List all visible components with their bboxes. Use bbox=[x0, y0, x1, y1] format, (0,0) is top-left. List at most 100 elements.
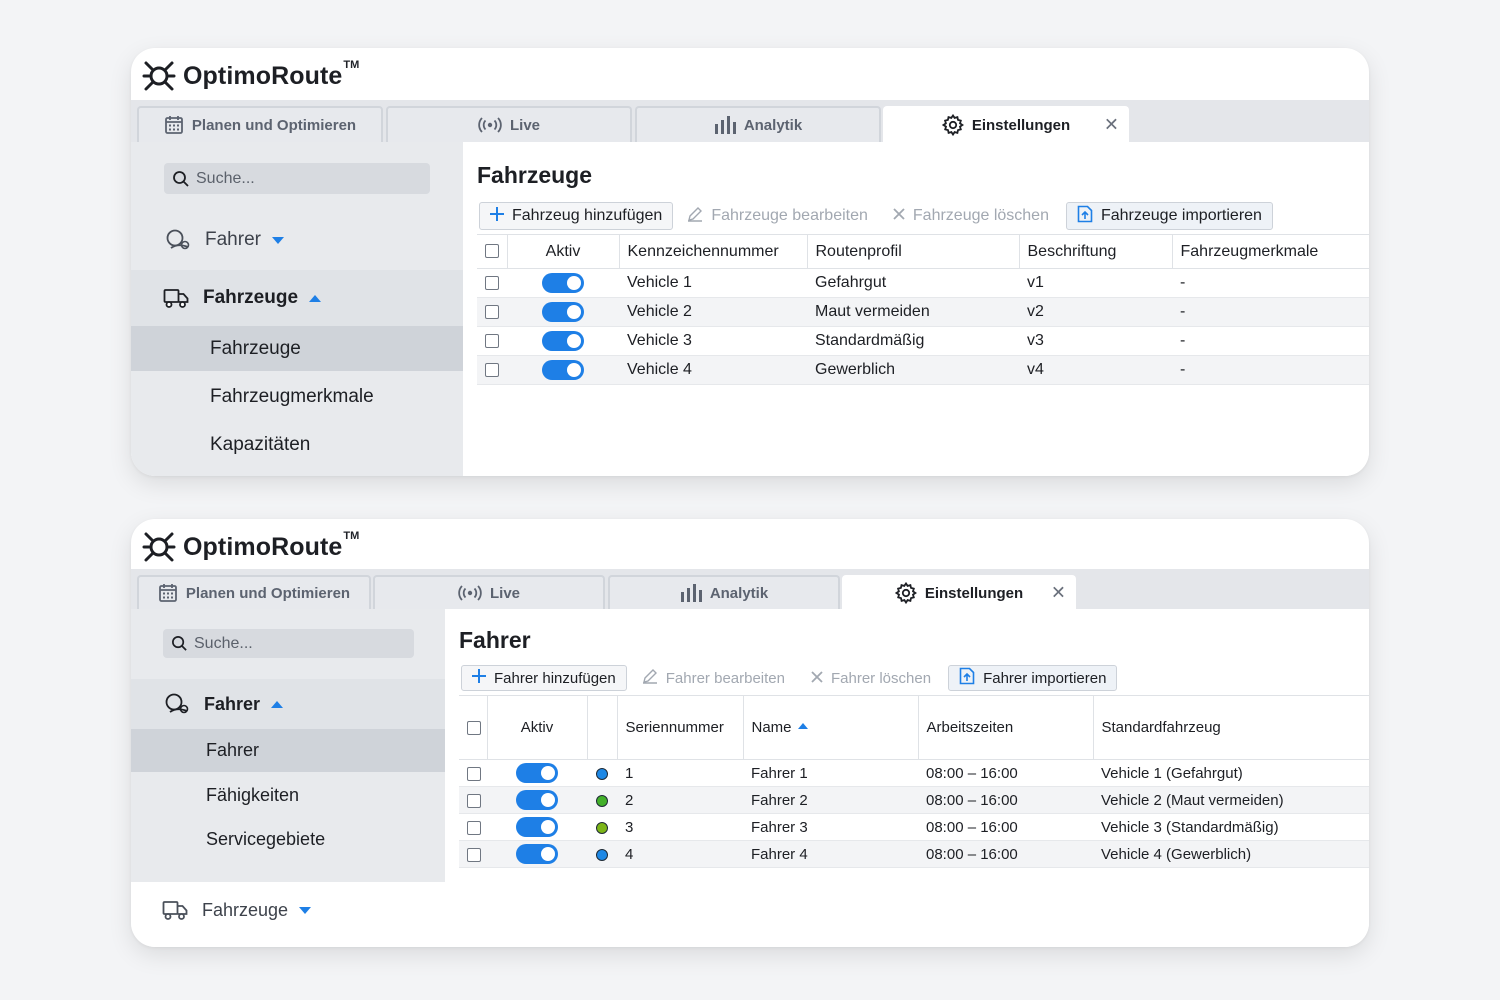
profile-cell: Gewerblich bbox=[807, 355, 1019, 385]
label-cell: v1 bbox=[1019, 268, 1172, 298]
vehicle-cell: Vehicle 4 (Gewerblich) bbox=[1093, 840, 1369, 868]
nav-group-fahrer[interactable]: Fahrer bbox=[131, 679, 445, 729]
close-tab-icon[interactable]: ✕ bbox=[1050, 582, 1066, 603]
serial-cell: 2 bbox=[617, 786, 743, 814]
nav-group-fahrer[interactable]: Fahrer bbox=[131, 220, 463, 260]
column-header[interactable]: Fahrzeugmerkmale bbox=[1172, 234, 1369, 269]
row-checkbox[interactable] bbox=[467, 793, 481, 808]
table-row[interactable]: Vehicle 2 Maut vermeiden v2 - bbox=[477, 297, 1369, 327]
tab-einstellungen[interactable]: Einstellungen ✕ bbox=[883, 106, 1129, 142]
vehicles-window: OptimoRoute TM Planen und Optimieren Live… bbox=[131, 48, 1369, 476]
active-toggle[interactable] bbox=[542, 360, 584, 380]
column-header[interactable]: Aktiv bbox=[507, 234, 620, 269]
row-checkbox[interactable] bbox=[485, 362, 499, 377]
search-icon bbox=[172, 170, 190, 188]
import-vehicles-button[interactable]: Fahrzeuge importieren bbox=[1065, 202, 1273, 230]
active-toggle[interactable] bbox=[516, 790, 558, 810]
trademark: TM bbox=[343, 59, 360, 71]
edit-drivers-button[interactable]: Fahrer bearbeiten bbox=[631, 665, 796, 691]
serial-cell: 1 bbox=[617, 759, 743, 787]
app-logo[interactable]: OptimoRoute TM bbox=[142, 529, 359, 565]
table-row[interactable]: Vehicle 3 Standardmäßig v3 - bbox=[477, 326, 1369, 356]
row-checkbox[interactable] bbox=[467, 820, 481, 835]
hours-cell: 08:00 – 16:00 bbox=[918, 786, 1093, 814]
drivers-toolbar: Fahrer hinzufügen Fahrer bearbeiten Fahr… bbox=[461, 665, 1118, 691]
nav-group-fahrzeuge[interactable]: Fahrzeuge bbox=[131, 892, 445, 928]
table-row[interactable]: 2 Fahrer 2 08:00 – 16:00 Vehicle 2 (Maut… bbox=[459, 786, 1369, 814]
tab-analytik[interactable]: Analytik bbox=[635, 106, 881, 142]
column-header-name[interactable]: Name bbox=[743, 695, 919, 760]
active-cell bbox=[507, 297, 619, 327]
add-driver-button[interactable]: Fahrer hinzufügen bbox=[461, 665, 627, 691]
active-toggle[interactable] bbox=[516, 817, 558, 837]
active-cell bbox=[487, 813, 587, 841]
delete-vehicles-button[interactable]: Fahrzeuge löschen bbox=[882, 203, 1060, 229]
column-header[interactable]: Standardfahrzeug bbox=[1093, 695, 1369, 760]
table-row[interactable]: Vehicle 4 Gewerblich v4 - bbox=[477, 355, 1369, 385]
table-row[interactable]: 4 Fahrer 4 08:00 – 16:00 Vehicle 4 (Gewe… bbox=[459, 840, 1369, 868]
tab-einstellungen[interactable]: Einstellungen ✕ bbox=[842, 575, 1076, 609]
column-header[interactable]: Kennzeichennummer bbox=[619, 234, 808, 269]
close-tab-icon[interactable]: ✕ bbox=[1103, 114, 1119, 135]
app-logo[interactable]: OptimoRoute TM bbox=[142, 58, 359, 94]
select-all-checkbox[interactable] bbox=[467, 721, 481, 736]
button-label: Fahrer hinzufügen bbox=[494, 669, 616, 687]
row-checkbox[interactable] bbox=[485, 304, 499, 319]
active-toggle[interactable] bbox=[516, 763, 558, 783]
main-tabbar: Planen und Optimieren Live Analytik Eins… bbox=[131, 100, 1369, 142]
tab-label: Einstellungen bbox=[924, 584, 1024, 602]
column-header[interactable]: Beschriftung bbox=[1019, 234, 1173, 269]
nav-sub-kapazitaeten[interactable]: Kapazitäten bbox=[131, 422, 463, 467]
column-header[interactable]: Arbeitszeiten bbox=[918, 695, 1094, 760]
nav-sub-faehigkeiten[interactable]: Fähigkeiten bbox=[131, 774, 445, 817]
sort-ascending-icon bbox=[797, 723, 808, 730]
calendar-icon bbox=[164, 115, 184, 135]
nav-sub-servicegebiete[interactable]: Servicegebiete bbox=[131, 818, 445, 861]
settings-sidebar: Suche... Fahrer Fahrzeuge Fahrzeuge Fahr… bbox=[131, 142, 463, 476]
column-header[interactable]: Seriennummer bbox=[617, 695, 744, 760]
name-cell: Fahrer 3 bbox=[743, 813, 918, 841]
add-vehicle-button[interactable]: Fahrzeug hinzufügen bbox=[479, 202, 674, 230]
tab-planen[interactable]: Planen und Optimieren bbox=[137, 575, 371, 609]
table-row[interactable]: 3 Fahrer 3 08:00 – 16:00 Vehicle 3 (Stan… bbox=[459, 813, 1369, 841]
vehicle-cell: Vehicle 1 (Gefahrgut) bbox=[1093, 759, 1369, 787]
color-cell bbox=[587, 759, 617, 787]
row-checkbox[interactable] bbox=[467, 766, 481, 781]
edit-vehicles-button[interactable]: Fahrzeuge bearbeiten bbox=[676, 203, 879, 229]
row-select-cell bbox=[459, 786, 487, 814]
select-all-checkbox[interactable] bbox=[485, 244, 499, 259]
import-drivers-button[interactable]: Fahrer importieren bbox=[948, 665, 1118, 691]
search-input[interactable]: Suche... bbox=[164, 163, 430, 194]
table-row[interactable]: 1 Fahrer 1 08:00 – 16:00 Vehicle 1 (Gefa… bbox=[459, 759, 1369, 787]
column-header[interactable]: Aktiv bbox=[487, 695, 588, 760]
tab-label: Einstellungen bbox=[971, 116, 1071, 134]
column-header[interactable]: Routenprofil bbox=[807, 234, 1020, 269]
tab-label: Planen und Optimieren bbox=[191, 116, 357, 134]
table-row[interactable]: Vehicle 1 Gefahrgut v1 - bbox=[477, 268, 1369, 298]
hours-cell: 08:00 – 16:00 bbox=[918, 759, 1093, 787]
row-checkbox[interactable] bbox=[485, 275, 499, 290]
search-input[interactable]: Suche... bbox=[163, 629, 414, 658]
nav-sub-fahrzeugmerkmale[interactable]: Fahrzeugmerkmale bbox=[131, 374, 463, 419]
driver-color-dot bbox=[596, 767, 608, 780]
nav-sub-fahrzeuge[interactable]: Fahrzeuge bbox=[131, 326, 463, 371]
caret-up-icon bbox=[308, 294, 322, 303]
active-toggle[interactable] bbox=[516, 844, 558, 864]
nav-sub-fahrer[interactable]: Fahrer bbox=[131, 729, 445, 772]
optimoroute-logo-icon bbox=[142, 61, 176, 91]
tab-live[interactable]: Live bbox=[373, 575, 605, 609]
select-all-cell bbox=[477, 234, 508, 269]
active-toggle[interactable] bbox=[542, 302, 584, 322]
tab-planen[interactable]: Planen und Optimieren bbox=[137, 106, 383, 142]
nav-group-fahrzeuge[interactable]: Fahrzeuge bbox=[131, 270, 463, 326]
row-checkbox[interactable] bbox=[467, 847, 481, 862]
row-checkbox[interactable] bbox=[485, 333, 499, 348]
tab-analytik[interactable]: Analytik bbox=[608, 575, 840, 609]
active-toggle[interactable] bbox=[542, 331, 584, 351]
features-cell: - bbox=[1172, 355, 1369, 385]
tab-live[interactable]: Live bbox=[386, 106, 632, 142]
row-select-cell bbox=[459, 813, 487, 841]
delete-drivers-button[interactable]: Fahrer löschen bbox=[800, 665, 942, 691]
active-toggle[interactable] bbox=[542, 273, 584, 293]
import-icon bbox=[1077, 205, 1093, 228]
